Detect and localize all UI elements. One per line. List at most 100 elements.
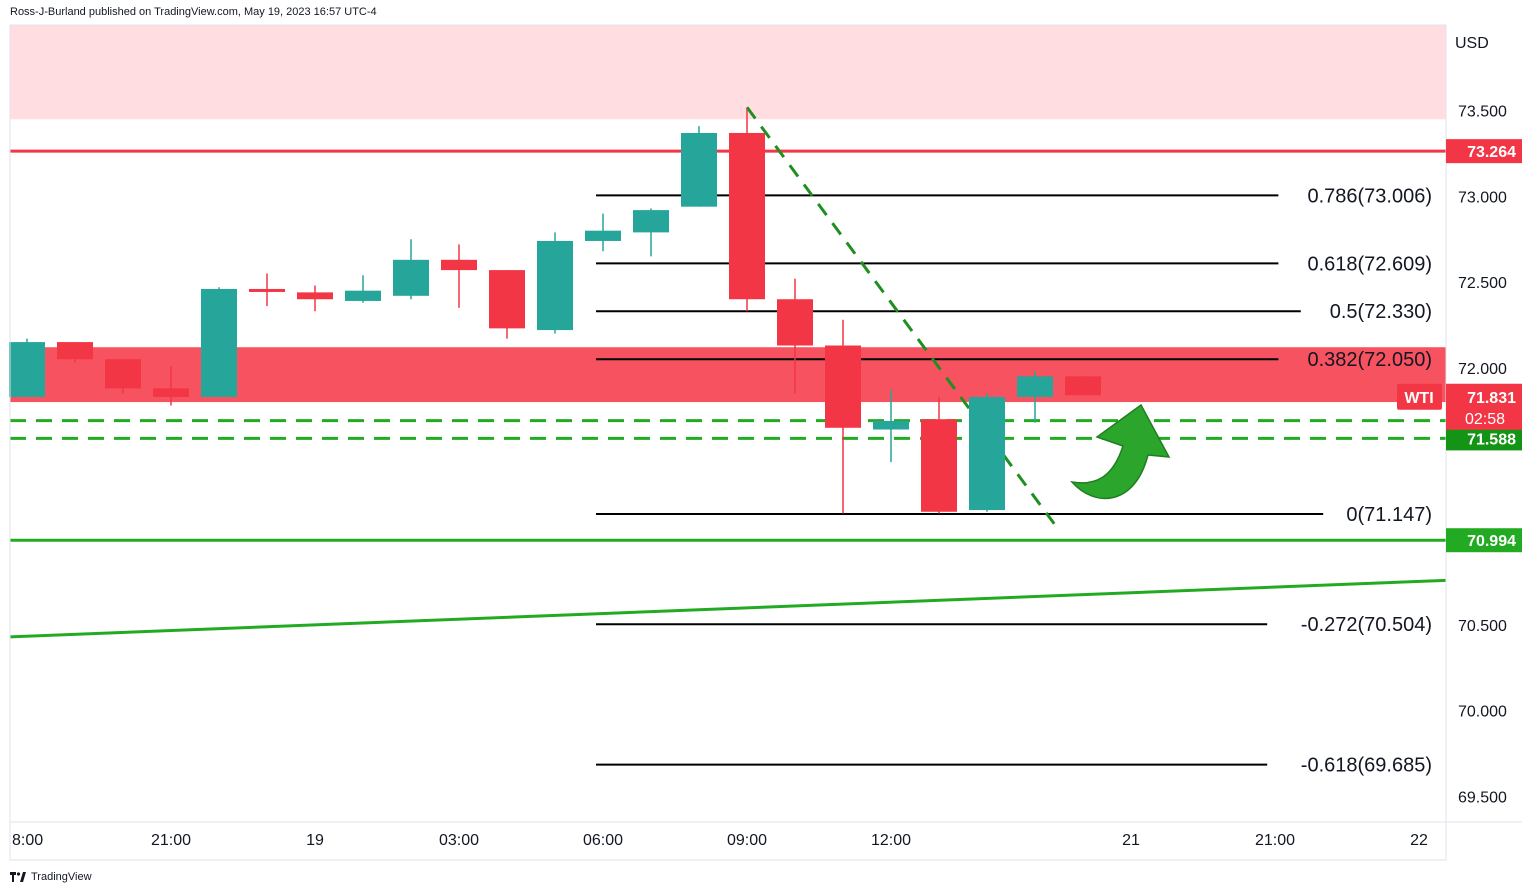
x-tick-label: 21 xyxy=(1122,832,1140,849)
candle[interactable] xyxy=(57,342,93,363)
level-tag: 70.994 xyxy=(1446,528,1522,553)
candle[interactable] xyxy=(441,244,477,308)
x-tick-label: 21:00 xyxy=(1255,832,1295,849)
candle-body xyxy=(585,230,621,241)
fib-label: -0.618(69.685) xyxy=(1301,755,1432,777)
footer-brand: TradingView xyxy=(31,871,92,883)
fibonacci-layer: 0.786(73.006) 0.618(72.609) 0.5(72.330) 0.3… xyxy=(596,185,1432,777)
resistance-zone[interactable] xyxy=(10,25,1446,120)
candle-body xyxy=(633,210,669,233)
y-tick-label: 70.500 xyxy=(1458,618,1507,635)
fib-label: 0(71.147) xyxy=(1346,504,1432,526)
candle[interactable] xyxy=(633,208,669,257)
candle-body xyxy=(489,270,525,329)
candle[interactable] xyxy=(921,396,957,514)
candle-body xyxy=(969,396,1005,511)
zones-layer xyxy=(10,25,1446,403)
candle-body xyxy=(249,288,285,292)
x-tick-label: 8:00 xyxy=(12,832,43,849)
x-tick-label: 19 xyxy=(306,832,324,849)
candle[interactable] xyxy=(297,285,333,312)
candle-body xyxy=(345,290,381,301)
y-tick-label: 72.000 xyxy=(1458,361,1507,378)
candle-body xyxy=(729,132,765,300)
candle-body xyxy=(9,342,45,397)
y-tick-label: 69.500 xyxy=(1458,789,1507,806)
publisher-credit: Ross-J-Burland published on TradingView.… xyxy=(10,6,377,18)
candle[interactable] xyxy=(1017,371,1053,423)
candle[interactable] xyxy=(393,239,429,300)
candle-body xyxy=(201,288,237,397)
candle[interactable] xyxy=(201,287,237,397)
rising-trendline[interactable] xyxy=(9,578,1447,639)
candle[interactable] xyxy=(729,108,765,312)
x-tick-label: 03:00 xyxy=(439,832,479,849)
countdown-text: 02:58 xyxy=(1465,411,1505,428)
support-zone[interactable] xyxy=(10,347,1446,403)
candle-body xyxy=(57,342,93,360)
candle[interactable] xyxy=(873,390,909,463)
candle-body xyxy=(105,359,141,389)
horizontal-lines-layer xyxy=(10,149,1446,542)
candle-body xyxy=(153,388,189,397)
level-tag-text: 71.588 xyxy=(1467,431,1516,448)
symbol-tag-text: WTI xyxy=(1404,390,1433,407)
candle[interactable] xyxy=(585,213,621,252)
candle[interactable] xyxy=(249,273,285,307)
candle[interactable] xyxy=(825,319,861,514)
y-tick-label: 73.500 xyxy=(1458,104,1507,121)
candle-body xyxy=(681,132,717,207)
footer: TradingView xyxy=(10,871,92,883)
fib-label: 0.382(72.050) xyxy=(1307,349,1432,371)
curved-up-arrow xyxy=(1070,403,1171,500)
candles-layer xyxy=(9,108,1101,514)
y-tick-label: 73.000 xyxy=(1458,189,1507,206)
current-price-tag[interactable]: WTI 71.831 02:58 xyxy=(1397,383,1522,430)
x-tick-label: 22 xyxy=(1410,832,1428,849)
y-axis-unit: USD xyxy=(1455,35,1489,52)
candle-body xyxy=(297,292,333,300)
candle[interactable] xyxy=(105,359,141,394)
fib-label: 0.5(72.330) xyxy=(1330,301,1432,323)
level-tag-bg xyxy=(1446,426,1522,451)
price-tag-text: 71.831 xyxy=(1467,390,1516,407)
trendlines-layer xyxy=(9,106,1447,639)
candle-body xyxy=(1065,376,1101,396)
level-tag: 73.264 xyxy=(1446,139,1522,164)
fib-label: 0.786(73.006) xyxy=(1307,185,1432,207)
candle[interactable] xyxy=(345,275,381,303)
candle[interactable] xyxy=(1065,376,1101,396)
x-tick-label: 06:00 xyxy=(583,832,623,849)
candle[interactable] xyxy=(489,270,525,339)
candle[interactable] xyxy=(777,278,813,394)
candle-body xyxy=(921,419,957,512)
x-tick-label: 21:00 xyxy=(151,832,191,849)
x-tick-label: 12:00 xyxy=(871,832,911,849)
candle-body xyxy=(393,259,429,296)
level-tag-text: 73.264 xyxy=(1467,144,1516,161)
y-tick-label: 70.000 xyxy=(1458,704,1507,721)
symbol-tag-bg xyxy=(1397,383,1442,410)
fib-label: 0.618(72.609) xyxy=(1307,253,1432,275)
candle[interactable] xyxy=(681,126,717,207)
level-tag-bg xyxy=(1446,139,1522,164)
candle-body xyxy=(1017,376,1053,397)
candle-body xyxy=(873,420,909,430)
candle[interactable] xyxy=(153,366,189,406)
candle[interactable] xyxy=(9,338,45,397)
y-tick-label: 72.500 xyxy=(1458,275,1507,292)
candle[interactable] xyxy=(537,232,573,334)
candle-body xyxy=(441,259,477,271)
candle-body xyxy=(825,345,861,428)
level-tag-text: 70.994 xyxy=(1467,533,1516,550)
level-tag: 71.588 xyxy=(1446,426,1522,451)
candle-body xyxy=(777,299,813,346)
fib-label: -0.272(70.504) xyxy=(1301,614,1432,636)
price-tag-bg xyxy=(1446,383,1522,430)
candle[interactable] xyxy=(969,393,1005,512)
x-tick-label: 09:00 xyxy=(727,832,767,849)
tradingview-logo-icon xyxy=(10,872,26,882)
arrow-annotation xyxy=(1070,403,1171,500)
